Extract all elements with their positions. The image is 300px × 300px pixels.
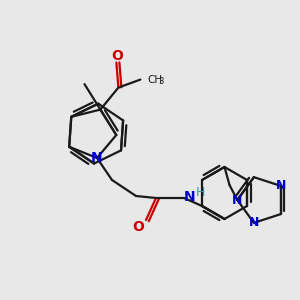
Text: O: O	[132, 220, 144, 234]
Text: N: N	[91, 151, 103, 165]
Text: H: H	[195, 185, 205, 199]
Text: N: N	[249, 216, 259, 229]
Text: N: N	[232, 194, 242, 206]
Text: CH: CH	[147, 75, 163, 85]
Text: O: O	[111, 49, 123, 63]
Text: N: N	[184, 190, 196, 204]
Text: 3: 3	[158, 77, 164, 86]
Text: N: N	[275, 179, 286, 192]
